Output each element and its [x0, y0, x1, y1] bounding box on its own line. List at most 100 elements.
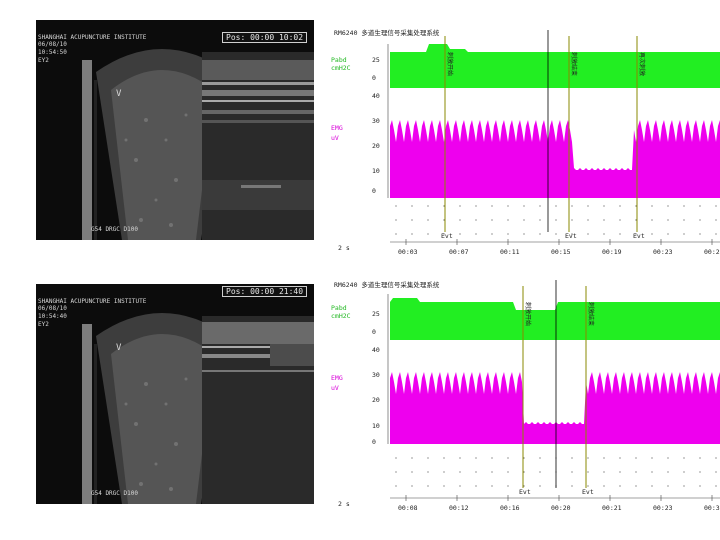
- time-tick-label: 00:11: [500, 248, 520, 256]
- grid-dot: [523, 205, 525, 207]
- emg-trace: [390, 120, 720, 198]
- emg-scale-label: 0: [372, 187, 376, 195]
- grid-dot: [507, 233, 509, 235]
- pabd-scale-label: 25: [372, 310, 380, 318]
- grid-dot: [395, 233, 397, 235]
- pabd-trace: [390, 298, 720, 340]
- grid-dot: [395, 457, 397, 459]
- ultrasound-time-bottom: 10:54:40: [38, 313, 67, 320]
- grid-dot: [587, 471, 589, 473]
- ultrasound-mode-top: EY2: [38, 57, 49, 64]
- ultrasound-institute-bottom: SHANGHAI ACUPUNCTURE INSTITUTE: [38, 298, 147, 305]
- grid-dot: [507, 471, 509, 473]
- grid-dot: [699, 219, 701, 221]
- emg-scale-label: 30: [372, 371, 380, 379]
- ultrasound-scan-top: [82, 49, 314, 240]
- pabd-unit-top: cmH2C: [331, 64, 351, 72]
- grid-dot: [395, 485, 397, 487]
- grid-dot: [603, 219, 605, 221]
- grid-dot: [395, 219, 397, 221]
- grid-dot: [411, 219, 413, 221]
- grid-dot: [427, 471, 429, 473]
- grid-dot: [523, 233, 525, 235]
- grid-dot: [507, 205, 509, 207]
- position-readout-bottom: Pos: 00:00 21:40: [222, 286, 308, 297]
- grid-dot: [667, 457, 669, 459]
- grid-dot: [539, 233, 541, 235]
- grid-dot: [603, 233, 605, 235]
- recording-traces-top: 25 0 40 30 20 10 0 刺激开始 Evt 刺激结束 Evt 再次刺激 Evt 00:03 00…: [372, 30, 720, 256]
- pabd-label-top: Pabd: [331, 56, 347, 64]
- grid-dot: [427, 485, 429, 487]
- grid-dot: [411, 233, 413, 235]
- grid-dot: [715, 233, 717, 235]
- recording-traces-bottom: 25 0 40 30 20 10 0 刺激开始 Evt 刺激结束 Evt 00:08 00:12 00:1…: [372, 280, 720, 512]
- grid-dot: [475, 219, 477, 221]
- emg-trace: [390, 372, 720, 444]
- event-annotation: 刺激开始: [446, 52, 454, 76]
- grid-dot: [667, 471, 669, 473]
- position-readout-top: Pos: 00:00 10:02: [222, 32, 308, 43]
- grid-dot: [603, 457, 605, 459]
- grid-dot: [699, 205, 701, 207]
- grid-dot: [459, 205, 461, 207]
- grid-dot: [651, 205, 653, 207]
- grid-dot: [395, 205, 397, 207]
- grid-dot: [651, 485, 653, 487]
- grid-dot: [507, 485, 509, 487]
- grid-dot: [571, 485, 573, 487]
- grid-dot: [523, 457, 525, 459]
- grid-dot: [539, 205, 541, 207]
- grid-dot: [715, 205, 717, 207]
- grid-dot: [411, 205, 413, 207]
- grid-dot: [427, 219, 429, 221]
- grid-dot: [491, 457, 493, 459]
- grid-dot: [443, 485, 445, 487]
- grid-dot: [651, 457, 653, 459]
- grid-dot: [491, 233, 493, 235]
- grid-dot: [427, 205, 429, 207]
- ultrasound-image-bottom: SHANGHAI ACUPUNCTURE INSTITUTE 06/08/10 …: [36, 284, 314, 504]
- grid-dot: [651, 219, 653, 221]
- ultrasound-marker-bottom: V: [116, 343, 122, 353]
- time-tick-label: 00:23: [653, 248, 673, 256]
- grid-dot: [587, 219, 589, 221]
- grid-dot: [507, 457, 509, 459]
- grid-dot: [619, 219, 621, 221]
- grid-dot: [475, 471, 477, 473]
- pabd-scale-label: 0: [372, 328, 376, 336]
- grid-dot: [539, 219, 541, 221]
- grid-dot: [635, 205, 637, 207]
- grid-dot: [411, 471, 413, 473]
- time-tick-label: 00:32: [704, 504, 720, 512]
- emg-scale-label: 10: [372, 167, 380, 175]
- probe-info-bottom: G54 DRGC D100: [91, 490, 138, 497]
- grid-dot: [667, 205, 669, 207]
- grid-dot: [459, 219, 461, 221]
- event-annotation: 刺激结束: [570, 52, 578, 76]
- event-mark-label: Evt: [633, 232, 645, 240]
- grid-dot: [683, 205, 685, 207]
- grid-dot: [539, 485, 541, 487]
- grid-dot: [651, 471, 653, 473]
- grid-dot: [475, 485, 477, 487]
- grid-dot: [395, 471, 397, 473]
- grid-dot: [443, 471, 445, 473]
- grid-dot: [523, 471, 525, 473]
- time-scale-bottom: 2 s: [338, 500, 350, 508]
- emg-scale-label: 0: [372, 438, 376, 446]
- grid-dot: [571, 457, 573, 459]
- ultrasound-marker-top: V: [116, 89, 122, 99]
- grid-dot: [619, 457, 621, 459]
- grid-dot: [699, 457, 701, 459]
- ultrasound-date-top: 06/08/10: [38, 41, 67, 48]
- grid-dot: [411, 457, 413, 459]
- emg-label-bottom: EMG: [331, 374, 343, 382]
- grid-dot: [539, 471, 541, 473]
- grid-dot: [475, 233, 477, 235]
- grid-dot: [667, 219, 669, 221]
- grid-dot: [619, 471, 621, 473]
- grid-dot: [587, 233, 589, 235]
- event-annotation: 刺激开始: [524, 302, 532, 326]
- pabd-unit-bottom: cmH2C: [331, 312, 351, 320]
